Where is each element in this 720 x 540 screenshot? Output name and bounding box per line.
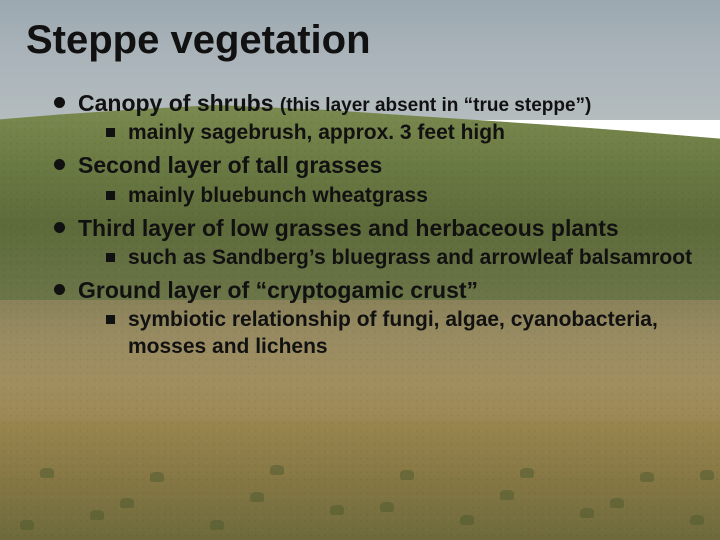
bullet-level1: Third layer of low grasses and herbaceou… — [54, 214, 694, 272]
bullet-main-text: Canopy of shrubs — [78, 90, 280, 116]
bullet-level1: Second layer of tall grasses mainly blueb… — [54, 151, 694, 209]
bullet-main-text: Second layer of tall grasses — [78, 152, 382, 178]
bullet-level2: symbiotic relationship of fungi, algae, … — [106, 307, 694, 361]
sub-bullet-list: symbiotic relationship of fungi, algae, … — [78, 307, 694, 361]
bullet-note-text: (this layer absent in “true steppe”) — [280, 95, 591, 116]
bullet-level2: mainly sagebrush, approx. 3 feet high — [106, 120, 694, 147]
sub-bullet-list: mainly sagebrush, approx. 3 feet high — [78, 120, 694, 147]
bullet-level2: mainly bluebunch wheatgrass — [106, 183, 694, 210]
slide-title: Steppe vegetation — [26, 18, 694, 63]
bullet-level1: Ground layer of “cryptogamic crust” symbi… — [54, 276, 694, 361]
bullet-main-text: Ground layer of “cryptogamic crust” — [78, 277, 478, 303]
bullet-level1: Canopy of shrubs (this layer absent in “… — [54, 89, 694, 147]
bullet-list: Canopy of shrubs (this layer absent in “… — [26, 89, 694, 361]
sub-bullet-list: such as Sandberg’s bluegrass and arrowle… — [78, 245, 694, 272]
bullet-level2: such as Sandberg’s bluegrass and arrowle… — [106, 245, 694, 272]
bg-foreground — [0, 420, 720, 540]
slide-content: Steppe vegetation Canopy of shrubs (this… — [0, 0, 720, 375]
bullet-main-text: Third layer of low grasses and herbaceou… — [78, 215, 619, 241]
sub-bullet-list: mainly bluebunch wheatgrass — [78, 183, 694, 210]
